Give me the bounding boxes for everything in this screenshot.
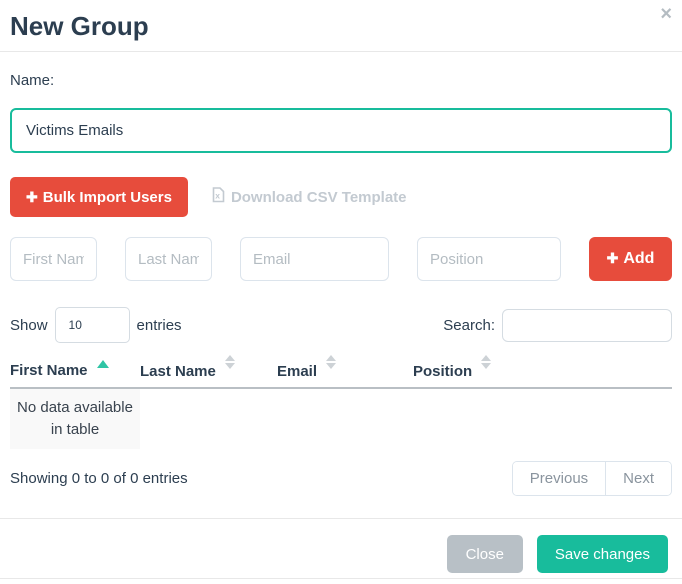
group-name-label: Name:	[10, 72, 55, 89]
table-header-row: First Name Last Name Email Position	[10, 355, 672, 389]
column-header-first-name[interactable]: First Name	[10, 356, 140, 387]
show-label: Show	[10, 316, 48, 334]
users-table: First Name Last Name Email Position No d…	[10, 355, 672, 449]
modal-footer: Close Save changes	[0, 518, 682, 584]
sort-icon	[326, 355, 337, 369]
import-row: ✚ Bulk Import Users x Download CSV Templa…	[10, 177, 672, 217]
last-name-field[interactable]	[125, 237, 212, 281]
save-changes-button[interactable]: Save changes	[536, 535, 668, 573]
entries-label: entries	[136, 316, 182, 334]
page-size-control: Show 10 entries	[10, 307, 182, 343]
search-control: Search:	[443, 308, 672, 342]
position-field[interactable]	[417, 237, 561, 281]
plus-icon: ✚	[26, 188, 38, 205]
search-input[interactable]	[502, 308, 672, 342]
datatable-controls: Show 10 entries Search:	[10, 307, 672, 343]
svg-text:x: x	[215, 191, 220, 201]
pagination-group: Previous Next	[511, 461, 672, 496]
column-header-position[interactable]: Position	[413, 355, 672, 387]
sort-icon	[224, 355, 235, 369]
csv-file-icon: x	[212, 187, 225, 207]
table-info-text: Showing 0 to 0 of 0 entries	[10, 470, 188, 487]
bulk-import-label: Bulk Import Users	[42, 188, 172, 206]
page-size-select[interactable]: 10	[54, 307, 130, 343]
group-name-input[interactable]	[10, 108, 672, 153]
first-name-field[interactable]	[10, 237, 97, 281]
email-field[interactable]	[240, 237, 389, 281]
user-entry-row: ✚Add	[10, 237, 672, 281]
modal-title: New Group	[10, 11, 149, 41]
datatable-footer: Showing 0 to 0 of 0 entries Previous Nex…	[10, 461, 672, 496]
previous-page-button[interactable]: Previous	[512, 462, 606, 495]
modal-header: New Group ×	[0, 0, 682, 52]
close-icon[interactable]: ×	[660, 3, 672, 25]
bulk-import-button[interactable]: ✚ Bulk Import Users	[10, 177, 188, 217]
csv-template-label: Download CSV Template	[230, 188, 407, 206]
empty-table-message: No data available in table	[10, 389, 140, 449]
download-csv-template-link[interactable]: x Download CSV Template	[212, 187, 407, 207]
close-button[interactable]: Close	[446, 535, 523, 573]
plus-icon: ✚	[606, 250, 619, 266]
sort-ascending-icon	[96, 360, 109, 368]
column-header-email[interactable]: Email	[277, 355, 413, 387]
column-header-last-name[interactable]: Last Name	[140, 355, 277, 387]
modal-body: Name: ✚Bulk Import Users x Download CSV …	[0, 72, 682, 496]
search-label: Search:	[443, 316, 495, 334]
add-user-button[interactable]: ✚ Add	[589, 237, 672, 281]
table-empty-row: No data available in table	[10, 389, 672, 449]
sort-icon	[481, 355, 492, 369]
next-page-button[interactable]: Next	[605, 462, 671, 495]
add-label: Add	[623, 250, 655, 267]
